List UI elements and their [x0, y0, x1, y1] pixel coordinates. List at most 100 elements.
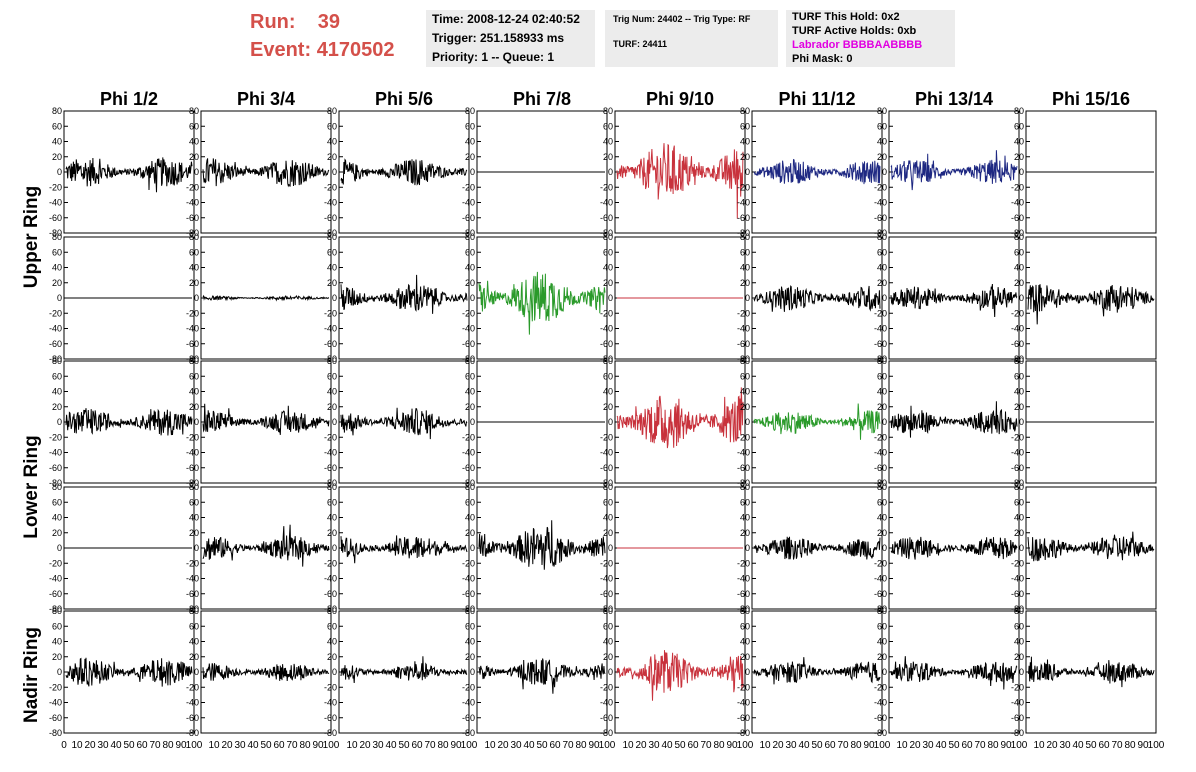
panel-frame	[751, 236, 883, 360]
column-header: Phi 9/10	[646, 89, 714, 109]
waveform-series	[890, 283, 1018, 318]
y-tick-label: 0	[745, 417, 750, 427]
y-tick-label: -80	[874, 478, 887, 488]
y-tick-label: 0	[745, 293, 750, 303]
waveform-series	[202, 524, 330, 567]
y-tick-label: 40	[189, 263, 199, 273]
y-tick-label: 60	[52, 621, 62, 631]
y-tick-label: 40	[740, 387, 750, 397]
x-tick-label: 30	[648, 740, 660, 751]
y-tick-label: 20	[603, 152, 613, 162]
y-tick-label: -80	[462, 478, 475, 488]
y-tick-label: 60	[327, 371, 337, 381]
y-tick-label: -40	[1011, 448, 1024, 458]
y-tick-label: 60	[1014, 497, 1024, 507]
y-tick-label: 80	[740, 106, 750, 116]
y-tick-label: -60	[186, 213, 199, 223]
y-tick-label: 0	[608, 167, 613, 177]
y-tick-label: -40	[737, 324, 750, 334]
y-tick-label: 20	[877, 528, 887, 538]
y-tick-label: -20	[462, 432, 475, 442]
x-tick-label: 60	[824, 740, 836, 751]
y-tick-label: -80	[1011, 728, 1024, 738]
y-tick-label: -60	[737, 213, 750, 223]
x-tick-label: 50	[811, 740, 823, 751]
x-tick-label: 40	[385, 740, 397, 751]
y-tick-label: 20	[877, 652, 887, 662]
y-tick-label: -20	[600, 558, 613, 568]
y-tick-label: 40	[327, 263, 337, 273]
x-tick-label: 40	[935, 740, 947, 751]
y-tick-label: -40	[462, 324, 475, 334]
y-tick-label: -80	[462, 354, 475, 364]
y-tick-label: 20	[1014, 402, 1024, 412]
y-tick-label: -40	[462, 198, 475, 208]
x-tick-label: 50	[536, 740, 548, 751]
y-tick-label: 20	[52, 152, 62, 162]
y-tick-label: 60	[465, 497, 475, 507]
x-tick-label: 60	[411, 740, 423, 751]
turf-hold-text: TURF This Hold: 0x2	[792, 11, 900, 23]
y-tick-label: -20	[737, 432, 750, 442]
y-tick-label: -40	[737, 198, 750, 208]
y-tick-label: -20	[874, 558, 887, 568]
y-tick-label: 60	[877, 247, 887, 257]
y-tick-label: 0	[332, 667, 337, 677]
y-tick-label: 80	[877, 482, 887, 492]
y-tick-label: 80	[1014, 482, 1024, 492]
y-tick-label: 20	[189, 652, 199, 662]
y-tick-label: -60	[49, 589, 62, 599]
y-tick-label: 0	[194, 293, 199, 303]
y-tick-label: -20	[49, 308, 62, 318]
y-tick-label: 40	[465, 637, 475, 647]
y-tick-label: -40	[186, 574, 199, 584]
column-header: Phi 11/12	[778, 89, 855, 109]
y-tick-label: -60	[600, 213, 613, 223]
y-tick-label: 80	[327, 606, 337, 616]
y-tick-label: 80	[327, 106, 337, 116]
x-tick-label: 100	[1011, 740, 1028, 751]
column-header: Phi 1/2	[100, 89, 158, 109]
y-tick-label: -60	[1011, 213, 1024, 223]
x-tick-label: 100	[1148, 740, 1165, 751]
y-tick-label: 80	[52, 356, 62, 366]
y-tick-label: 80	[877, 232, 887, 242]
y-tick-label: -20	[462, 558, 475, 568]
y-tick-label: -80	[737, 728, 750, 738]
x-tick-label: 50	[674, 740, 686, 751]
y-tick-label: -40	[874, 198, 887, 208]
y-tick-label: 80	[740, 232, 750, 242]
y-tick-label: 40	[877, 387, 887, 397]
y-tick-label: 40	[877, 263, 887, 273]
turf-active-text: TURF Active Holds: 0xb	[792, 25, 917, 37]
y-tick-label: 60	[603, 247, 613, 257]
y-tick-label: 0	[470, 667, 475, 677]
y-tick-label: 20	[603, 528, 613, 538]
y-tick-label: -60	[324, 463, 337, 473]
x-tick-label: 100	[461, 740, 478, 751]
y-tick-label: 80	[877, 606, 887, 616]
y-tick-label: -20	[737, 182, 750, 192]
y-tick-label: 80	[327, 356, 337, 366]
waveform-series	[478, 271, 606, 335]
y-tick-label: -80	[186, 478, 199, 488]
y-tick-label: -40	[49, 324, 62, 334]
x-tick-label: 50	[260, 740, 272, 751]
y-tick-label: 40	[327, 637, 337, 647]
x-tick-label: 70	[562, 740, 574, 751]
y-tick-label: 0	[470, 293, 475, 303]
y-tick-label: 0	[332, 543, 337, 553]
y-tick-label: 20	[52, 402, 62, 412]
y-tick-label: -80	[874, 354, 887, 364]
y-tick-label: 0	[745, 543, 750, 553]
y-tick-label: -40	[49, 448, 62, 458]
y-tick-label: -40	[462, 448, 475, 458]
x-tick-label: 40	[661, 740, 673, 751]
y-tick-label: 40	[189, 513, 199, 523]
y-tick-label: 80	[1014, 106, 1024, 116]
y-tick-label: -60	[600, 589, 613, 599]
y-tick-label: 0	[608, 667, 613, 677]
x-tick-label: 0	[61, 740, 67, 751]
y-tick-label: 60	[52, 121, 62, 131]
waveform-series	[65, 657, 193, 687]
